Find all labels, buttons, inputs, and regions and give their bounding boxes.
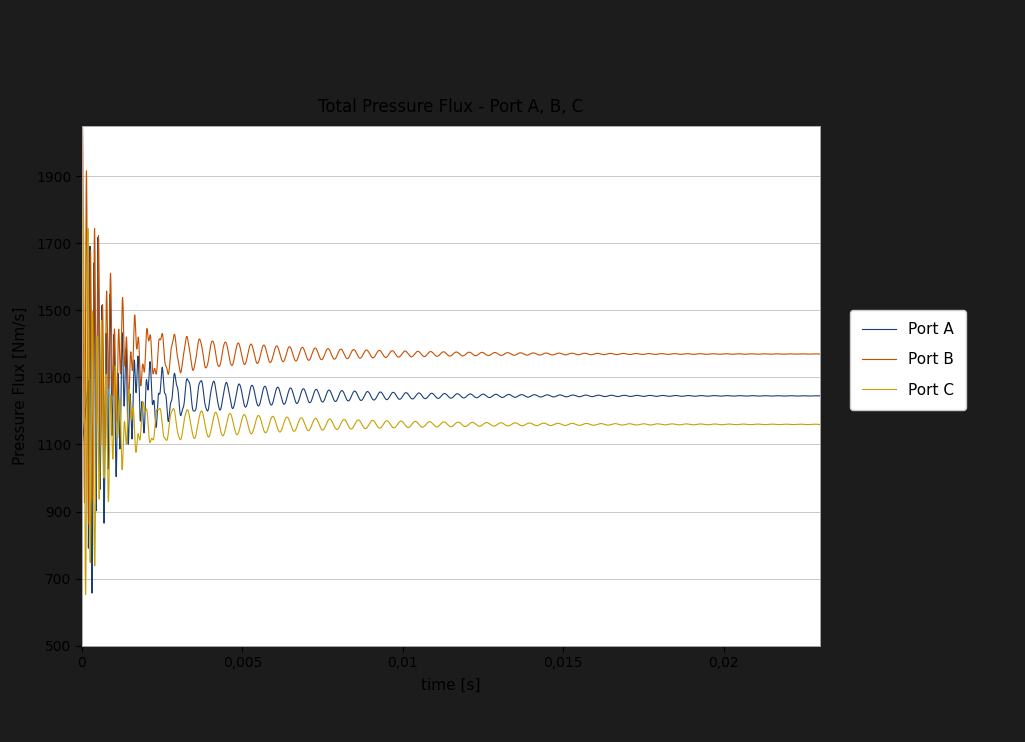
Port A [79,408,91,417]
Port B [814,349,826,358]
Line: Port C: Port C [82,214,820,594]
X-axis label: time [s]: time [s] [421,678,481,693]
Port C [76,511,88,520]
Port B [79,349,91,358]
Port A [76,444,88,453]
Port C [80,590,92,599]
Port C [814,420,826,429]
Port B [77,122,89,131]
Port A [220,378,233,387]
Line: Port A: Port A [82,237,820,593]
Port A [814,392,826,401]
Port B [120,332,132,341]
Port B [775,349,787,358]
Port C [775,420,787,429]
Port B [107,391,119,400]
Port B [220,341,233,349]
Port A [92,233,105,242]
Port C [107,454,119,463]
Port A [775,391,787,400]
Port A [107,407,119,416]
Port C [77,209,89,218]
Port B [82,519,94,528]
Port B [437,347,449,356]
Port B [76,183,88,191]
Port A [437,390,449,398]
Port C [79,584,91,593]
Title: Total Pressure Flux - Port A, B, C: Total Pressure Flux - Port A, B, C [319,98,583,116]
Port C [437,418,449,427]
Port A [86,588,98,597]
Port A [120,349,132,358]
Port C [120,439,132,448]
Y-axis label: Pressure Flux [Nm/s]: Pressure Flux [Nm/s] [13,306,28,465]
Legend: Port A, Port B, Port C: Port A, Port B, Port C [850,310,966,410]
Line: Port B: Port B [82,126,820,524]
Port C [220,418,233,427]
